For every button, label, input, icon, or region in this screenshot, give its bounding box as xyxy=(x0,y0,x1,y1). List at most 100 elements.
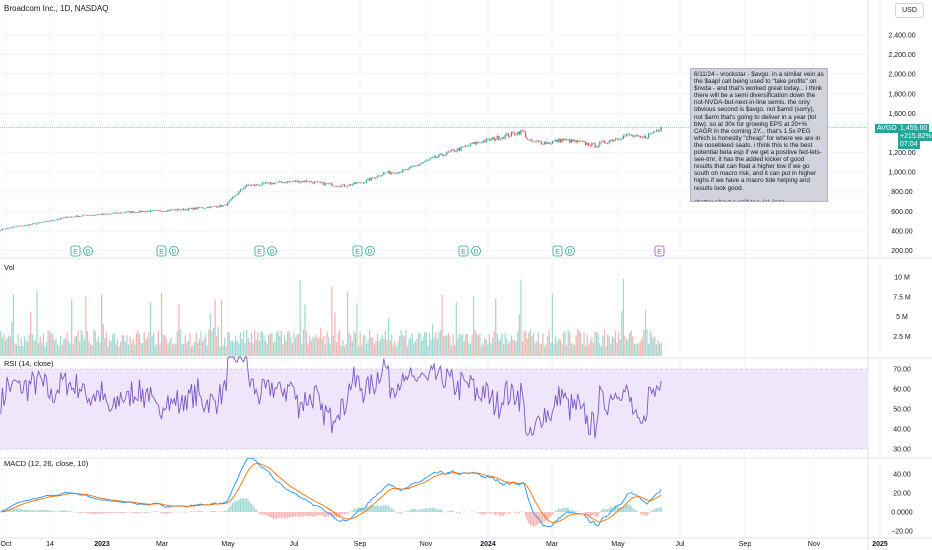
volume-bar xyxy=(50,333,52,356)
candle-body xyxy=(198,207,201,208)
candle-body xyxy=(14,226,16,228)
x-tick-label: Sep xyxy=(354,541,367,548)
volume-bar xyxy=(328,337,330,356)
candle-body xyxy=(290,181,292,183)
macd-histogram-bar xyxy=(212,510,215,512)
candle-body xyxy=(277,181,279,183)
candle-body xyxy=(71,216,73,218)
candle-body xyxy=(583,141,585,142)
candle-body xyxy=(8,227,10,229)
candle-body xyxy=(548,142,550,144)
macd-histogram-bar xyxy=(222,511,224,512)
candle-body xyxy=(386,172,388,174)
earnings-marker xyxy=(156,245,167,257)
volume-bar xyxy=(364,335,366,356)
candle-body xyxy=(493,137,495,141)
candle-body xyxy=(181,208,183,210)
candle-body xyxy=(283,182,286,184)
candle-body xyxy=(53,220,56,222)
volume-bar xyxy=(600,346,602,356)
macd-histogram-bar xyxy=(421,509,423,512)
candle-body xyxy=(56,219,59,220)
macd-histogram-bar xyxy=(588,512,590,517)
volume-bar xyxy=(556,342,558,356)
volume-bar xyxy=(97,336,100,356)
macd-histogram-bar xyxy=(190,510,193,512)
macd-histogram-bar xyxy=(146,512,149,513)
volume-bar xyxy=(629,332,631,356)
candle-body xyxy=(97,214,100,216)
macd-y-tick-label: 40.00 xyxy=(893,472,911,479)
macd-histogram-bar xyxy=(558,508,560,512)
earnings-marker-label: E xyxy=(555,249,560,256)
candle-body xyxy=(170,209,172,211)
currency-selector[interactable]: USD xyxy=(895,3,924,18)
macd-histogram-bar xyxy=(239,498,241,512)
macd-histogram-bar xyxy=(540,512,543,524)
volume-bar xyxy=(47,330,49,356)
candle-body xyxy=(581,141,584,142)
dividend-marker-label: D xyxy=(172,249,177,256)
volume-bar xyxy=(6,337,8,356)
macd-histogram-bar xyxy=(211,511,213,512)
candle-body xyxy=(96,214,98,216)
macd-histogram-bar xyxy=(315,512,317,516)
candle-body xyxy=(323,182,325,186)
volume-bar xyxy=(175,344,177,356)
macd-histogram-bar xyxy=(50,510,52,512)
candle-body xyxy=(269,182,271,185)
volume-bar xyxy=(640,341,642,356)
macd-histogram-bar xyxy=(108,512,111,514)
macd-histogram-bar xyxy=(625,504,628,512)
macd-histogram-bar xyxy=(594,512,596,517)
volume-bar xyxy=(487,344,489,356)
macd-histogram-bar xyxy=(422,509,424,512)
volume-bar xyxy=(194,341,196,356)
y-tick-label: 200.00 xyxy=(891,248,913,255)
earnings-marker-label: E xyxy=(461,249,466,256)
candle-body xyxy=(316,181,319,183)
candle-body xyxy=(332,185,334,187)
macd-histogram-bar xyxy=(145,512,147,513)
volume-bar xyxy=(250,332,253,356)
candle-body xyxy=(134,212,136,213)
volume-bar xyxy=(528,332,530,356)
candle-body xyxy=(44,221,46,223)
volume-bar xyxy=(636,344,639,356)
macd-histogram-bar xyxy=(414,509,416,512)
candle-body xyxy=(143,211,145,213)
volume-bar xyxy=(93,329,95,356)
macd-histogram-bar xyxy=(501,512,503,516)
volume-bar xyxy=(160,293,163,356)
macd-histogram-bar xyxy=(316,512,319,516)
dividend-marker-label: D xyxy=(86,249,91,256)
candle-body xyxy=(23,225,26,226)
macd-histogram-bar xyxy=(400,512,402,514)
volume-bar xyxy=(395,346,398,356)
candle-body xyxy=(301,180,303,182)
volume-bar xyxy=(227,332,229,356)
candle-body xyxy=(400,172,402,173)
volume-bar xyxy=(603,329,606,356)
candle-body xyxy=(627,133,629,135)
volume-bar xyxy=(525,331,527,356)
candle-body xyxy=(357,182,360,183)
volume-bar xyxy=(630,330,632,356)
candle-body xyxy=(376,175,379,178)
macd-histogram-bar xyxy=(566,507,568,512)
candle-body xyxy=(339,186,341,188)
rsi-band xyxy=(0,369,868,449)
volume-bar xyxy=(208,329,210,356)
volume-bar xyxy=(529,329,532,356)
volume-bar xyxy=(282,344,284,356)
macd-histogram-bar xyxy=(288,512,290,518)
candle-body xyxy=(250,185,253,186)
candle-body xyxy=(164,211,166,212)
candle-body xyxy=(320,181,322,183)
macd-histogram-bar xyxy=(285,512,287,519)
macd-histogram-bar xyxy=(556,510,558,512)
macd-histogram-bar xyxy=(15,508,18,512)
macd-histogram-bar xyxy=(509,512,511,515)
candle-body xyxy=(123,212,125,214)
